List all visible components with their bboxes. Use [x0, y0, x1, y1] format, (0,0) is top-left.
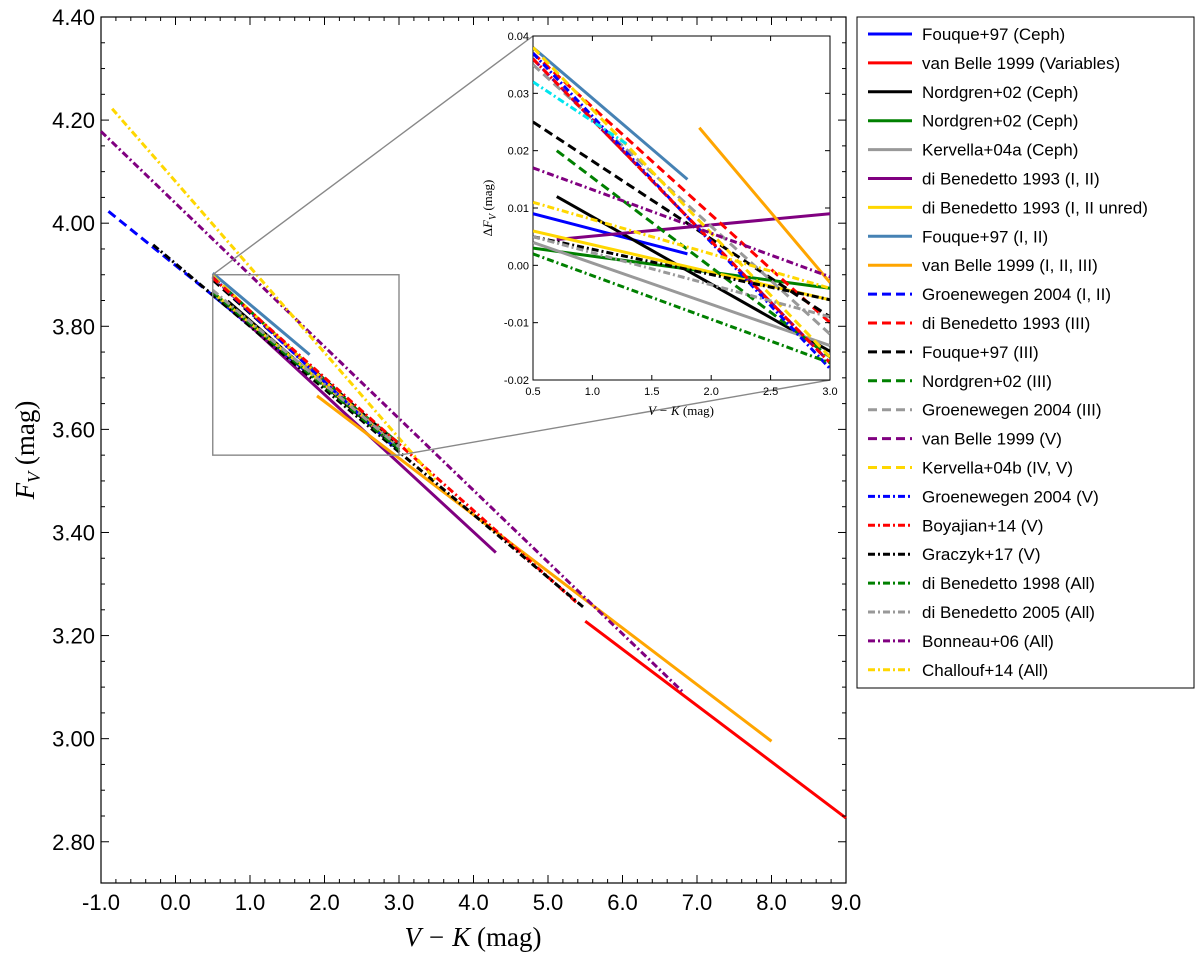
legend-label-17: Groenewegen 2004 (V) [922, 487, 1099, 506]
inset-x-tick-label: 1.0 [585, 386, 600, 398]
legend-box [856, 16, 1195, 689]
inset-x-tick-label: 3.0 [822, 386, 837, 398]
legend-label-12: Fouque+97 (III) [922, 343, 1039, 362]
inset-series-group [533, 46, 830, 370]
x-tick-label: 2.0 [309, 890, 340, 915]
legend-label-1: Fouque+97 (Ceph) [922, 25, 1065, 44]
legend-label-6: di Benedetto 1993 (I, II) [922, 170, 1100, 189]
main-ticks-group: -1.0 0.0 1.0 2.0 3.0 4.0 5.0 6.0 7.0 8.0 9.0 2.80 3.… [52, 5, 861, 915]
inset-y-tick-label: -0.01 [504, 318, 529, 330]
inset-series-line-13 [555, 149, 830, 359]
inset-series-line-14 [533, 63, 830, 336]
inset-series-line-5 [533, 240, 830, 348]
inset-x-tick-label: 0.5 [525, 386, 540, 398]
legend-label-9: van Belle 1999 (I, II, III) [922, 256, 1098, 275]
main-series-group [99, 107, 847, 820]
inset-x-tick-label: 1.5 [644, 386, 659, 398]
legend-label-22: Bonneau+06 (All) [922, 632, 1054, 651]
main-series-line-9 [316, 394, 773, 743]
x-tick-label: 8.0 [756, 890, 787, 915]
zoom-connector-bottom [398, 379, 831, 456]
main-series-line-18 [211, 276, 579, 605]
legend-label-20: di Benedetto 1998 (All) [922, 574, 1095, 593]
inset-series-line-16 [533, 46, 830, 359]
y-tick-label: 3.20 [52, 624, 95, 649]
inset-y-tick-label: 0.01 [508, 203, 529, 215]
y-tick-label: 2.80 [52, 830, 95, 855]
inset-series-line-23 [533, 200, 830, 290]
x-tick-label: 0.0 [160, 890, 191, 915]
legend-label-18: Boyajian+14 (V) [922, 516, 1043, 535]
x-tick-label: 5.0 [533, 890, 564, 915]
main-series-line-10 [107, 210, 214, 297]
inset-series-line-7 [533, 229, 830, 302]
x-tick-label: 4.0 [458, 890, 489, 915]
inset-y-axis-title: ΔFV (mag) [480, 180, 499, 237]
legend-label-10: Groenewegen 2004 (I, II) [922, 285, 1111, 304]
legend-label-21: di Benedetto 2005 (All) [922, 603, 1095, 622]
main-series-line-20 [211, 291, 400, 451]
legend-label-7: di Benedetto 1993 (I, II unred) [922, 198, 1148, 217]
y-tick-label: 3.00 [52, 727, 95, 752]
legend-label-5: Kervella+04a (Ceph) [922, 141, 1078, 160]
y-tick-label: 3.60 [52, 417, 95, 442]
legend-label-11: di Benedetto 1993 (III) [922, 314, 1090, 333]
x-axis-title: V − K (mag) [405, 922, 542, 952]
x-tick-label: 1.0 [235, 890, 266, 915]
legend-group: Fouque+97 (Ceph) van Belle 1999 (Variable… [868, 25, 1148, 680]
inset-series-line-19 [533, 235, 830, 302]
x-tick-label: 3.0 [384, 890, 415, 915]
inset-extra-line-1 [533, 80, 629, 147]
inset-y-tick-label: -0.02 [504, 375, 529, 387]
legend-label-8: Fouque+97 (I, II) [922, 227, 1048, 246]
y-tick-label: 3.40 [52, 520, 95, 545]
inset-series-line-3 [556, 195, 830, 353]
inset-series-line-21 [533, 235, 830, 319]
zoom-box-group [212, 35, 831, 456]
x-tick-label: -1.0 [82, 890, 120, 915]
y-tick-label: 4.20 [52, 108, 95, 133]
inset-series-line-12 [533, 120, 830, 319]
inset-x-axis-title: V − K (mag) [648, 403, 714, 418]
y-tick-label: 4.00 [52, 211, 95, 236]
legend-label-23: Challouf+14 (All) [922, 661, 1048, 680]
zoom-connector-top [212, 35, 534, 276]
main-series-line-17 [211, 276, 401, 453]
x-tick-label: 9.0 [831, 890, 862, 915]
inset-series-line-9 [698, 126, 830, 284]
main-series-line-21 [211, 289, 400, 449]
main-series-line-23 [111, 107, 438, 482]
legend-label-14: Groenewegen 2004 (III) [922, 401, 1102, 420]
main-series-line-8 [211, 272, 311, 356]
x-tick-label: 7.0 [682, 890, 713, 915]
inset-x-tick-label: 2.0 [704, 386, 719, 398]
inset-series-line-11 [533, 52, 830, 324]
legend-label-16: Kervella+04b (IV, V) [922, 459, 1073, 478]
legend-label-19: Graczyk+17 (V) [922, 545, 1041, 564]
inset-series-line-18 [533, 57, 830, 364]
legend-label-2: van Belle 1999 (Variables) [922, 54, 1120, 73]
inset-y-tick-label: 0.04 [508, 31, 529, 43]
y-tick-label: 4.40 [52, 5, 95, 30]
zoom-region-rect [212, 274, 400, 456]
legend-label-4: Nordgren+02 (Ceph) [922, 112, 1078, 131]
inset-y-tick-label: 0.03 [508, 88, 529, 100]
legend-label-15: van Belle 1999 (V) [922, 430, 1062, 449]
main-series-line-19 [152, 243, 587, 610]
inset-y-tick-label: 0.02 [508, 146, 529, 158]
legend-label-3: Nordgren+02 (Ceph) [922, 83, 1078, 102]
x-tick-label: 6.0 [607, 890, 638, 915]
inset-y-tick-label: 0.00 [508, 260, 529, 272]
inset-ticks-group: 0.5 1.0 1.5 2.0 2.5 3.0 -0.02 -0.01 0.00 0.01 0.02… [504, 31, 838, 398]
inset-x-tick-label: 2.5 [763, 386, 778, 398]
inset-series-line-8 [533, 46, 689, 181]
legend-label-13: Nordgren+02 (III) [922, 372, 1052, 391]
main-series-line-2 [584, 619, 847, 820]
y-tick-label: 3.80 [52, 314, 95, 339]
y-axis-title: FV (mag) [10, 401, 44, 501]
